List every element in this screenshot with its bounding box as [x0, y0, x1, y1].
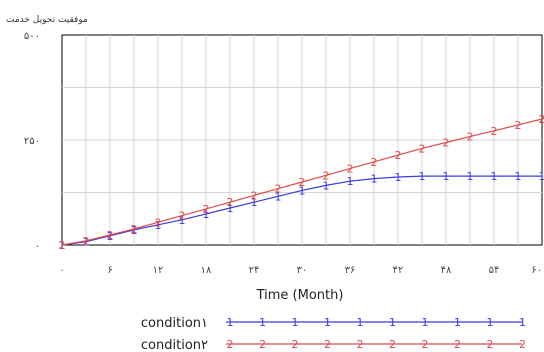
legend-label-condition-2: condition۲: [141, 338, 208, 352]
legend-marker-condition-1: 1: [487, 316, 494, 329]
series-marker-condition-1: 1: [515, 170, 522, 183]
legend: condition۱ 1 1 1 1 1 1 1 1 1 1 condition۲ 2 2 2 2 2 2 2 2 2 2: [141, 316, 526, 352]
x-tick-label: ۰: [59, 265, 64, 276]
y-axis-label: موفقیت تحویل خدمت: [6, 15, 88, 25]
series-marker-condition-1: 1: [155, 219, 162, 232]
x-tick-label: ۳۶: [345, 265, 356, 276]
legend-marker-condition-1: 1: [519, 316, 526, 329]
series-marker-condition-1: 1: [203, 208, 210, 221]
series-marker-condition-2: 2: [203, 203, 210, 216]
legend-marker-condition-2: 2: [487, 338, 494, 351]
legend-marker-condition-2: 2: [292, 338, 299, 351]
x-tick-label: ۴۲: [393, 265, 404, 276]
x-tick-label: ۱۲: [153, 265, 164, 276]
legend-marker-condition-1: 1: [292, 316, 299, 329]
series-marker-condition-2: 2: [83, 235, 90, 248]
legend-marker-condition-1: 1: [422, 316, 429, 329]
legend-marker-condition-2: 2: [324, 338, 331, 351]
x-tick-label: ۱۸: [201, 265, 212, 276]
y-tick-label: ۵۰۰: [24, 31, 40, 42]
series-marker-condition-2: 2: [515, 119, 522, 132]
series-marker-condition-1: 1: [275, 190, 282, 203]
series-marker-condition-2: 2: [155, 216, 162, 229]
series-marker-condition-1: 1: [251, 196, 258, 209]
series-marker-condition-1: 1: [83, 236, 90, 249]
series-marker-condition-2: 2: [179, 210, 186, 223]
series-marker-condition-2: 2: [275, 183, 282, 196]
series-line-condition-1: [61, 175, 542, 246]
grid: [62, 35, 542, 245]
series-marker-condition-1: 1: [179, 214, 186, 227]
series-marker-condition-2: 2: [467, 131, 474, 144]
series-marker-condition-2: 2: [251, 189, 258, 202]
series-marker-condition-1: 1: [539, 170, 544, 183]
series-marker-condition-1: 1: [467, 170, 474, 183]
y-tick-label: ۰: [35, 241, 40, 252]
series-marker-condition-2: 2: [107, 229, 114, 242]
series-marker-condition-1: 1: [227, 202, 234, 215]
legend-marker-condition-1: 1: [227, 316, 234, 329]
series-marker-condition-2: 2: [395, 149, 402, 162]
legend-marker-condition-1: 1: [259, 316, 266, 329]
legend-marker-condition-2: 2: [227, 338, 234, 351]
legend-marker-condition-2: 2: [389, 338, 396, 351]
series-marker-condition-1: 1: [491, 170, 498, 183]
series-marker-condition-1: 1: [131, 224, 138, 237]
series-marker-condition-2: 2: [323, 169, 330, 182]
x-tick-label: ۵۴: [489, 265, 500, 276]
legend-label-condition-1: condition۱: [141, 316, 208, 331]
series-marker-condition-1: 1: [59, 239, 66, 252]
x-tick-label: ۶۰: [531, 265, 542, 276]
legend-marker-condition-2: 2: [422, 338, 429, 351]
series-marker-condition-2: 2: [299, 176, 306, 189]
series-marker-condition-1: 1: [347, 175, 354, 188]
legend-marker-condition-2: 2: [454, 338, 461, 351]
series-marker-condition-1: 1: [443, 170, 450, 183]
y-tick-label: ۲۵۰: [24, 136, 40, 147]
series-marker-condition-1: 1: [371, 173, 378, 186]
legend-marker-condition-1: 1: [454, 316, 461, 329]
tick-labels: ۰ ۶ ۱۲ ۱۸ ۲۴ ۳۰ ۳۶ ۴۲ ۴۸ ۵۴ ۶۰ ۰ ۲۵۰ ۵۰۰: [24, 31, 542, 276]
x-tick-label: ۴۸: [441, 265, 452, 276]
series-marker-condition-2: 2: [347, 163, 354, 176]
x-tick-label: ۳۰: [297, 265, 308, 276]
series-line-condition-2: [61, 118, 543, 246]
series-marker-condition-1: 1: [299, 184, 306, 197]
legend-marker-condition-2: 2: [519, 338, 526, 351]
series-marker-condition-1: 1: [107, 230, 114, 243]
x-tick-label: ۲۴: [249, 265, 260, 276]
series-marker-condition-1: 1: [395, 171, 402, 184]
x-axis-label: Time (Month): [256, 288, 344, 303]
series-marker-condition-2: 2: [59, 239, 66, 252]
legend-marker-condition-2: 2: [357, 338, 364, 351]
legend-marker-condition-1: 1: [324, 316, 331, 329]
legend-marker-condition-1: 1: [357, 316, 364, 329]
x-tick-label: ۶: [107, 265, 112, 276]
series-marker-condition-2: 2: [227, 196, 234, 209]
series-marker-condition-2: 2: [539, 113, 544, 126]
legend-marker-condition-2: 2: [259, 338, 266, 351]
series-marker-condition-2: 2: [371, 156, 378, 169]
series-marker-condition-2: 2: [419, 142, 426, 155]
series-marker-condition-2: 2: [131, 223, 138, 236]
series-marker-condition-2: 2: [443, 137, 450, 150]
series-marker-condition-1: 1: [323, 179, 330, 192]
series-marker-condition-2: 2: [491, 125, 498, 138]
legend-marker-condition-1: 1: [389, 316, 396, 329]
series-marker-condition-1: 1: [419, 170, 426, 183]
